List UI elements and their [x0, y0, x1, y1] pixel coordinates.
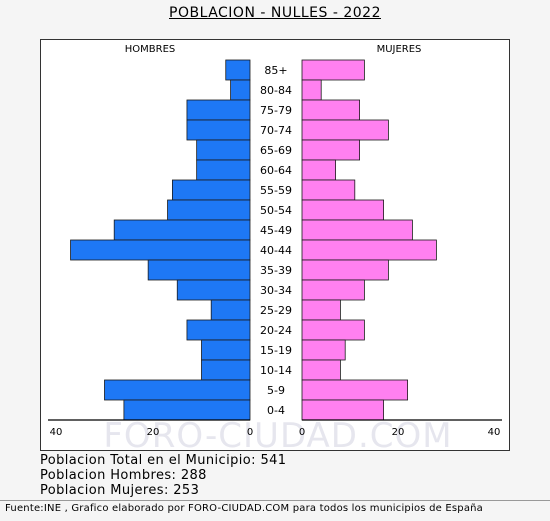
- bar-women-60-64: [301, 159, 336, 181]
- bar-women-50-54: [301, 199, 384, 221]
- tick-left-40: 40: [50, 427, 63, 438]
- bar-men-85+: [225, 59, 251, 81]
- bar-men-80-84: [230, 79, 251, 101]
- footer-bar: [0, 500, 550, 521]
- tick-right-20: 20: [392, 427, 405, 438]
- age-label-70-74: 70-74: [260, 124, 292, 137]
- age-label-15-19: 15-19: [260, 344, 292, 357]
- bar-women-55-59: [301, 179, 356, 201]
- source-note: Fuente:INE , Grafico elaborado por FORO-…: [5, 503, 484, 514]
- bar-women-75-79: [301, 99, 360, 121]
- bar-men-40-44: [70, 239, 251, 261]
- age-label-35-39: 35-39: [260, 264, 292, 277]
- tick-left-20: 20: [147, 427, 160, 438]
- bar-women-65-69: [301, 139, 360, 161]
- age-label-65-69: 65-69: [260, 144, 292, 157]
- bar-men-70-74: [186, 119, 251, 141]
- legend-men: HOMBRES: [125, 44, 176, 55]
- age-label-0-4: 0-4: [267, 404, 285, 417]
- bar-men-50-54: [167, 199, 251, 221]
- bar-men-5-9: [104, 379, 251, 401]
- bar-men-60-64: [196, 159, 251, 181]
- bar-men-55-59: [171, 179, 251, 201]
- watermark: FORO-CIUDAD.COM: [103, 416, 452, 451]
- bar-men-35-39: [147, 259, 251, 281]
- summary-total: Poblacion Total en el Municipio: 541: [40, 453, 287, 468]
- bar-women-25-29: [301, 299, 341, 321]
- population-pyramid: FORO-CIUDAD.COM HOMBRES MUJERES 85+ 80-84…: [48, 44, 502, 451]
- age-label-10-14: 10-14: [260, 364, 292, 377]
- bar-men-75-79: [186, 99, 251, 121]
- age-label-40-44: 40-44: [260, 244, 292, 257]
- age-label-85+: 85+: [264, 64, 287, 77]
- bar-women-70-74: [301, 119, 389, 141]
- age-label-75-79: 75-79: [260, 104, 292, 117]
- age-label-60-64: 60-64: [260, 164, 292, 177]
- tick-right-40: 40: [488, 427, 501, 438]
- bar-women-45-49: [301, 219, 413, 241]
- bar-women-0-4: [301, 399, 384, 421]
- age-label-5-9: 5-9: [267, 384, 285, 397]
- bar-women-15-19: [301, 339, 346, 361]
- bar-men-10-14: [201, 359, 251, 381]
- age-label-20-24: 20-24: [260, 324, 292, 337]
- bar-women-80-84: [301, 79, 322, 101]
- bar-men-65-69: [196, 139, 251, 161]
- legend-women: MUJERES: [377, 44, 422, 55]
- bar-women-40-44: [301, 239, 437, 261]
- tick-right-0: 0: [299, 427, 305, 438]
- bar-men-0-4: [123, 399, 251, 421]
- summary-women: Poblacion Mujeres: 253: [40, 483, 200, 498]
- age-label-45-49: 45-49: [260, 224, 292, 237]
- bar-women-20-24: [301, 319, 365, 341]
- chart-title: POBLACION - NULLES - 2022: [169, 5, 381, 21]
- bar-men-30-34: [176, 279, 251, 301]
- age-label-30-34: 30-34: [260, 284, 292, 297]
- tick-left-0: 0: [247, 427, 253, 438]
- bar-women-30-34: [301, 279, 365, 301]
- bar-women-85+: [301, 59, 365, 81]
- bar-men-25-29: [210, 299, 251, 321]
- age-label-50-54: 50-54: [260, 204, 292, 217]
- bar-men-15-19: [201, 339, 251, 361]
- bar-women-5-9: [301, 379, 408, 401]
- summary-panel: Poblacion Total en el Municipio: 541 Pob…: [40, 453, 286, 498]
- bar-women-35-39: [301, 259, 389, 281]
- bar-men-45-49: [113, 219, 251, 241]
- age-label-25-29: 25-29: [260, 304, 292, 317]
- summary-men: Poblacion Hombres: 288: [40, 468, 207, 483]
- age-label-80-84: 80-84: [260, 84, 292, 97]
- bar-women-10-14: [301, 359, 341, 381]
- age-label-55-59: 55-59: [260, 184, 292, 197]
- bar-men-20-24: [186, 319, 251, 341]
